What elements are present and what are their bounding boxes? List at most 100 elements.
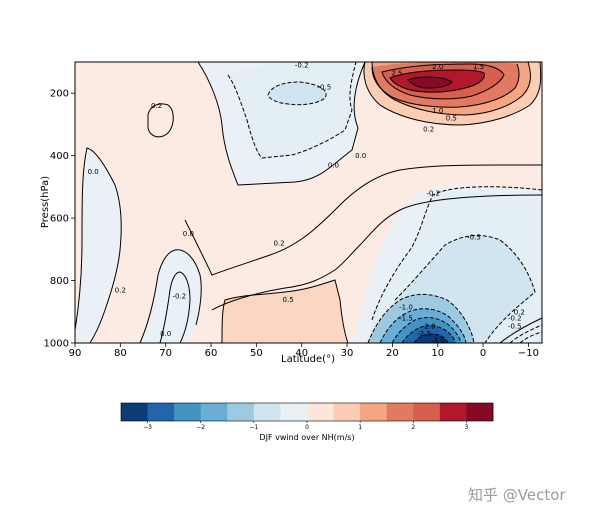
colorbar-swatch — [466, 403, 494, 421]
contour-label: 0.0 — [88, 168, 99, 176]
contour-label: 1.5 — [473, 63, 484, 71]
colorbar-swatch — [439, 403, 467, 421]
contour-label: 0.2 — [273, 240, 284, 248]
contour-pos-15-top — [381, 63, 505, 100]
colorbar-tick-label: −2 — [196, 424, 205, 431]
colorbar-swatch — [280, 403, 308, 421]
colorbar-swatch — [121, 403, 148, 421]
contour-label: 2.0 — [432, 63, 443, 71]
contour-right-small-2 — [509, 324, 543, 344]
contour-label: 0.2 — [151, 102, 162, 110]
x-tick-label: 70 — [159, 348, 172, 359]
region-neg-left — [75, 148, 122, 343]
x-tick-label: 40 — [295, 348, 308, 359]
colorbar — [121, 403, 494, 421]
colorbar-swatch — [147, 403, 175, 421]
x-axis-label: Latitude(°) — [281, 354, 335, 365]
contour-neg10 — [367, 293, 475, 344]
x-axis-ticks: 90 80 70 60 50 40 30 20 10 0 −10 — [69, 343, 539, 359]
contour-neg25 — [401, 325, 456, 344]
y-axis-label: Press(hPa) — [40, 176, 51, 228]
contour-label: 0.0 — [160, 330, 171, 338]
watermark: 知乎 @Vector — [468, 486, 566, 504]
contour-0-long — [74, 147, 122, 344]
contour-02-loop — [147, 103, 174, 138]
contour-label: -0.5 — [467, 233, 481, 241]
contour-label: 0.2 — [514, 308, 525, 316]
contour-right-small-1 — [499, 317, 543, 344]
contour-label: -0.2 — [426, 190, 440, 198]
colorbar-tick-label: 1 — [358, 424, 362, 431]
contour-label: 0.0 — [355, 152, 366, 160]
contour-0-mid — [139, 249, 202, 344]
plot-frame — [74, 61, 543, 344]
colorbar-swatch — [413, 403, 441, 421]
contour-label: 1.0 — [432, 107, 443, 115]
y-tick-label: 400 — [50, 151, 69, 162]
region-neg-small — [268, 82, 327, 105]
x-tick-label: 20 — [386, 348, 399, 359]
x-tick-label: 10 — [431, 348, 444, 359]
contour-neg20 — [391, 317, 462, 344]
contour-05-lower — [221, 279, 349, 344]
contour-0-left — [197, 61, 366, 186]
contour-labels: -0.2-0.50.22.0 1.52.51.00.50.20.00.00.0-0… — [88, 62, 525, 345]
contour-right-small-3 — [519, 331, 543, 344]
colorbar-tick-label: −3 — [143, 424, 152, 431]
region-pos-top-25 — [408, 77, 452, 88]
colorbar-tick-label: 3 — [465, 424, 469, 431]
colorbar-label: DJF vwind over NH(m/s) — [259, 433, 354, 442]
colorbar-swatch — [227, 403, 255, 421]
region-neg-left-2 — [140, 249, 202, 343]
contour-label: 0.2 — [423, 126, 434, 134]
region-pos-lower — [222, 280, 348, 343]
colorbar-swatch — [174, 403, 202, 421]
contour-pos-10-top — [371, 63, 520, 108]
x-tick-label: 50 — [250, 348, 263, 359]
contour-lines — [74, 61, 543, 344]
contour-neg05-right — [394, 234, 536, 344]
contour-label: -3.0 — [431, 336, 445, 344]
contour-label: -2.5 — [417, 330, 431, 338]
contour-neg30 — [413, 333, 449, 344]
colorbar-swatch — [253, 403, 281, 421]
y-tick-label: 1000 — [44, 339, 69, 350]
y-axis-ticks: 200 400 600 800 1000 — [44, 89, 75, 350]
contour-neg02-upper — [227, 61, 357, 159]
contour-label: 0.5 — [446, 115, 457, 123]
contour-pos-25-top — [407, 76, 453, 89]
contour-label: 0.2 — [115, 286, 126, 294]
x-tick-label: 60 — [205, 348, 218, 359]
contour-label: -2.0 — [422, 322, 436, 330]
contour-label: -0.2 — [295, 62, 309, 70]
contour-label: -1.0 — [399, 304, 413, 312]
x-tick-label: −10 — [518, 348, 539, 359]
contour-label: 0.0 — [328, 162, 339, 170]
x-tick-label: 30 — [341, 348, 354, 359]
contour-pos-02-top — [363, 61, 542, 126]
colorbar-swatch — [360, 403, 388, 421]
colorbar-swatch — [386, 403, 414, 421]
contour-neg02-right — [371, 186, 543, 321]
x-tick-label: 80 — [114, 348, 127, 359]
contour-02-diag — [211, 194, 543, 311]
colorbar-swatch — [333, 403, 361, 421]
contour-neg15 — [379, 308, 467, 344]
contour-label: 0.0 — [183, 230, 194, 238]
y-tick-label: 200 — [50, 89, 69, 100]
contour-label: -1.5 — [399, 315, 413, 323]
contour-label: 0.5 — [283, 296, 294, 304]
contour-label: -0.2 — [172, 293, 186, 301]
x-tick-label: 0 — [480, 348, 486, 359]
contour-label: 2.5 — [391, 69, 402, 77]
colorbar-tick-label: −1 — [249, 424, 258, 431]
colorbar-ticks: −3 −2 −1 0 1 2 3 — [143, 421, 469, 431]
colorbar-tick-label: 2 — [411, 424, 415, 431]
region-neg-right-30 — [414, 334, 448, 343]
contour-label: -0.5 — [318, 83, 332, 91]
y-tick-label: 600 — [50, 214, 69, 225]
colorbar-tick-label: 0 — [305, 424, 309, 431]
colorbar-swatch — [200, 403, 228, 421]
contour-pos-20-top — [389, 69, 485, 93]
